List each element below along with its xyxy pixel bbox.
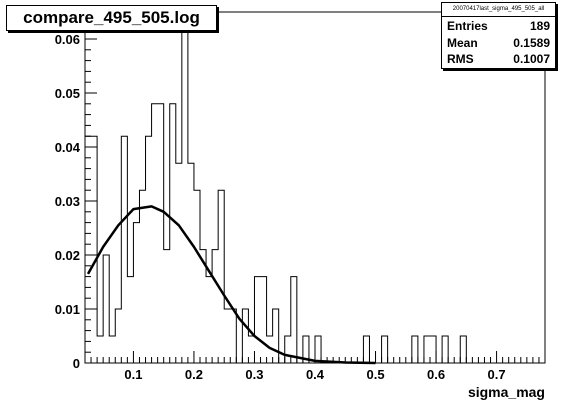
stats-row-entries: Entries 189 xyxy=(447,18,550,35)
stats-rms-value: 0.1007 xyxy=(513,52,550,66)
x-tick-label: 0.1 xyxy=(124,367,142,382)
stats-box: 20070417last_sigma_495_505_all Entries 1… xyxy=(441,2,556,69)
stats-mean-value: 0.1589 xyxy=(513,36,550,50)
stats-mean-label: Mean xyxy=(447,36,478,50)
axis-ticks: 0.1 0.2 0.3 0.4 0.5 0.6 0.7 0 0.01 0.02 0.03 0.04 0.… xyxy=(55,16,546,382)
x-tick-label: 0.5 xyxy=(366,367,384,382)
x-axis-label: sigma_mag xyxy=(468,384,545,400)
y-tick-label: 0.02 xyxy=(55,248,80,263)
stats-entries-value: 189 xyxy=(529,19,550,33)
x-tick-label: 0.7 xyxy=(488,367,506,382)
plot-frame xyxy=(84,11,546,364)
chart-title: compare_495_505.log xyxy=(6,5,217,31)
y-tick-label: 0.06 xyxy=(55,32,80,47)
histogram-bars xyxy=(84,22,545,364)
stats-row-mean: Mean 0.1589 xyxy=(447,35,550,52)
stats-entries-label: Entries xyxy=(447,19,488,33)
y-tick-label: 0.04 xyxy=(55,140,81,155)
stats-row-rms: RMS 0.1007 xyxy=(447,51,550,68)
x-tick-label: 0.2 xyxy=(185,367,203,382)
x-tick-label: 0.3 xyxy=(245,367,263,382)
y-tick-label: 0 xyxy=(73,356,80,371)
x-tick-label: 0.4 xyxy=(306,367,325,382)
x-tick-label: 0.6 xyxy=(427,367,445,382)
gaussian-fit xyxy=(86,205,376,365)
histogram-outline xyxy=(84,22,545,364)
y-tick-label: 0.05 xyxy=(55,86,80,101)
stats-name: 20070417last_sigma_495_505_all xyxy=(442,3,555,17)
y-tick-label: 0.03 xyxy=(55,194,80,209)
y-tick-label: 0.01 xyxy=(55,302,80,317)
stats-rms-label: RMS xyxy=(447,52,474,66)
fit-curve xyxy=(86,205,376,365)
